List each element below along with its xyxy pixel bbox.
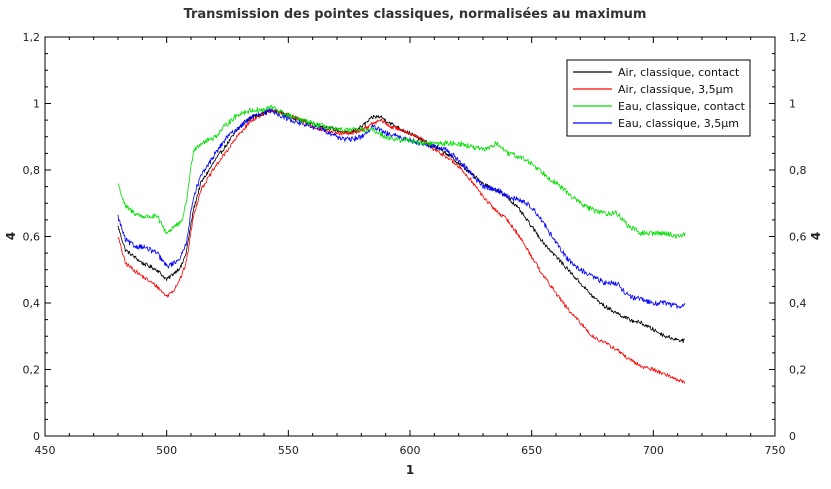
- y-tick-label-right: 1: [789, 98, 796, 111]
- x-tick-label: 500: [156, 444, 177, 457]
- series-line: [117, 107, 686, 309]
- y-axis-label-left: 4: [4, 232, 18, 240]
- y-axis-label-right: 4: [809, 232, 823, 240]
- series-line: [117, 109, 686, 384]
- y-tick-label-right: 0,8: [789, 164, 807, 177]
- y-tick-label-left: 0,2: [23, 364, 41, 377]
- y-tick-label-left: 0,4: [23, 297, 41, 310]
- y-tick-label-left: 0,6: [23, 231, 41, 244]
- x-tick-label: 450: [35, 444, 56, 457]
- x-tick-label: 700: [643, 444, 664, 457]
- x-axis: 450 500 550 600 650 700 750: [35, 37, 786, 457]
- series-line: [117, 104, 686, 239]
- x-axis-label: 1: [406, 463, 414, 477]
- y-tick-label-left: 1: [33, 98, 40, 111]
- y-tick-label-right: 0: [789, 430, 796, 443]
- y-tick-label-left: 0,8: [23, 164, 41, 177]
- x-tick-label: 750: [765, 444, 786, 457]
- legend-label: Eau, classique, contact: [618, 100, 746, 113]
- legend: Air, classique, contact Air, classique, 3…: [566, 59, 751, 137]
- y-tick-label-right: 0,6: [789, 231, 807, 244]
- y-axis-right: 0 0,2 0,4 0,6 0,8 1 1,2: [769, 31, 807, 443]
- legend-label: Air, classique, 3,5µm: [618, 83, 733, 96]
- x-tick-label: 650: [521, 444, 542, 457]
- y-tick-label-right: 0,4: [789, 297, 807, 310]
- y-tick-label-left: 0: [33, 430, 40, 443]
- y-axis-left: 0 0,2 0,4 0,6 0,8 1 1,2: [23, 31, 51, 443]
- legend-label: Eau, classique, 3,5µm: [618, 117, 739, 130]
- legend-label: Air, classique, contact: [618, 66, 740, 79]
- y-tick-label-right: 1,2: [789, 31, 807, 44]
- y-tick-label-left: 1,2: [23, 31, 41, 44]
- x-tick-label: 600: [400, 444, 421, 457]
- y-tick-label-right: 0,2: [789, 364, 807, 377]
- chart-title: Transmission des pointes classiques, nor…: [184, 7, 647, 22]
- x-tick-label: 550: [278, 444, 299, 457]
- series-group: [117, 104, 686, 384]
